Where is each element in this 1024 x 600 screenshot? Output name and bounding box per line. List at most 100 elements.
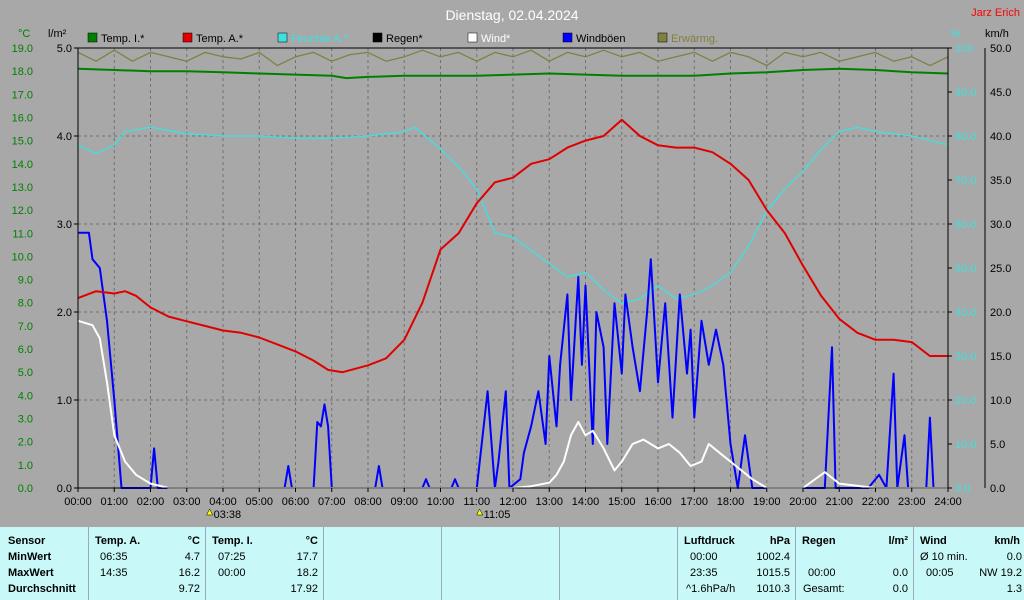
sensor-header: Sensor [8,535,46,547]
legend-swatch [372,32,383,43]
series-group [77,49,949,489]
x-tick-label: 08:00 [354,496,382,508]
x-tick-label: 00:00 [64,496,92,508]
x-tick-label: 06:00 [282,496,310,508]
x-tick-label: 17:00 [680,496,708,508]
x-tick-label: 04:00 [209,496,237,508]
temp-tick-label: 5.0 [18,367,33,379]
temp-tick-label: 13.0 [12,182,33,194]
rain-tick-label: 2.0 [57,307,72,319]
wind-tick-label: 40.0 [990,131,1011,143]
legend-swatch [657,32,668,43]
pressure-header: Luftdruck [684,535,735,547]
rain-total-value: 0.0 [892,583,908,595]
x-tick-label: 05:00 [245,496,273,508]
x-tick-label: 23:00 [898,496,926,508]
x-tick-label: 14:00 [572,496,600,508]
divider [323,527,324,600]
x-tick-label: 12:00 [499,496,527,508]
x-tick-label: 15:00 [608,496,636,508]
divider [795,527,796,600]
wind-header: Wind [920,535,947,547]
divider [88,527,89,600]
marker-icon [476,508,484,516]
wind-max-time: 00:05 [926,567,954,579]
legend-label: Windböen [576,33,626,45]
humidity-tick-label: 30.0 [955,351,976,363]
x-tick-label: 11:00 [463,496,490,508]
temp-a-unit: °C [187,535,200,547]
temp-tick-label: 2.0 [18,437,33,449]
temp-tick-label: 12.0 [12,205,33,217]
temp-a-max-time: 14:35 [100,567,128,579]
marker-label: 11:05 [484,509,511,521]
temp-a-min-value: 4.7 [184,551,200,563]
temp-tick-label: 6.0 [18,344,33,356]
divider [559,527,560,600]
wind-tick-label: 20.0 [990,307,1011,319]
rain-tick-label: 1.0 [57,395,72,407]
series-line-feuchte-a [77,126,949,304]
x-tick-label: 16:00 [644,496,672,508]
rain-tick-label: 3.0 [57,219,72,231]
legend-label: Wind* [481,33,511,45]
wind-tick-label: 35.0 [990,175,1011,187]
legend: Temp. I.* Temp. A.* Feuchte A.* Regen* Wind*… [87,32,718,45]
divider [441,527,442,600]
temp-tick-label: 14.0 [12,159,33,171]
unit-wind: km/h [985,28,1009,40]
wind-avg-value: 1.3 [1006,583,1022,595]
unit-celsius: °C [18,28,30,40]
x-tick-label: 10:00 [427,496,455,508]
series-line-windb-en [78,231,948,489]
row-label-max: MaxWert [8,567,54,579]
humidity-tick-label: 10.0 [955,439,976,451]
pressure-max-value: 1015.5 [756,567,790,579]
x-tick-label: 02:00 [137,496,165,508]
temp-i-min-time: 07:25 [218,551,246,563]
pressure-unit: hPa [769,535,790,547]
pressure-min-value: 1002.4 [756,551,790,563]
rain-header: Regen [802,535,836,547]
humidity-tick-label: 90.0 [955,87,976,99]
x-tick-label: 19:00 [753,496,781,508]
temp-tick-label: 15.0 [12,136,33,148]
legend-label: Feuchte A.* [291,33,349,45]
weather-chart: 00:00 01:00 02:00 03:00 04:00 05:00 06:00 07:00… [12,7,1020,521]
wind-avg10-label: Ø 10 min. [920,551,968,563]
legend-label: Temp. I.* [101,33,145,45]
x-tick-label: 01:00 [100,496,128,508]
grid [78,48,948,488]
x-tick-label: 03:00 [173,496,201,508]
rain-tick-label: 5.0 [57,43,72,55]
x-tick-label: 18:00 [717,496,745,508]
humidity-tick-label: 20.0 [955,395,976,407]
humidity-tick-label: 0.0 [955,483,970,495]
rain-total-label: Gesamt: [803,583,845,595]
temp-a-header: Temp. A. [95,535,141,547]
wind-tick-label: 25.0 [990,263,1011,275]
wind-tick-label: 5.0 [990,439,1005,451]
wind-tick-label: 45.0 [990,87,1011,99]
temp-tick-label: 8.0 [18,298,33,310]
wind-max-value: NW 19.2 [979,567,1022,579]
stats-panel [0,527,1024,600]
temp-a-avg-value: 9.72 [178,583,200,595]
x-tick-label: 13:00 [535,496,563,508]
x-tick-label: 24:00 [934,496,962,508]
axes: 00:00 01:00 02:00 03:00 04:00 05:00 06:00 07:00… [12,43,1012,521]
temp-tick-label: 7.0 [18,321,33,333]
pressure-min-time: 00:00 [690,551,718,563]
temp-tick-label: 18.0 [12,66,33,78]
unit-rain: l/m² [48,28,67,40]
unit-humidity: % [950,28,960,40]
divider [677,527,678,600]
temp-tick-label: 3.0 [18,414,33,426]
temp-tick-label: 10.0 [12,251,33,263]
series-line-wind [77,319,948,489]
wind-tick-label: 30.0 [990,219,1011,231]
wind-tick-label: 15.0 [990,351,1011,363]
series-line-temp-a [77,118,948,374]
wind-tick-label: 50.0 [990,43,1011,55]
rain-unit: l/m² [888,535,908,547]
